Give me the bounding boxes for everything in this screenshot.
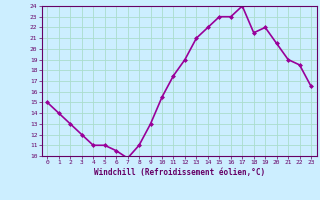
X-axis label: Windchill (Refroidissement éolien,°C): Windchill (Refroidissement éolien,°C) — [94, 168, 265, 177]
